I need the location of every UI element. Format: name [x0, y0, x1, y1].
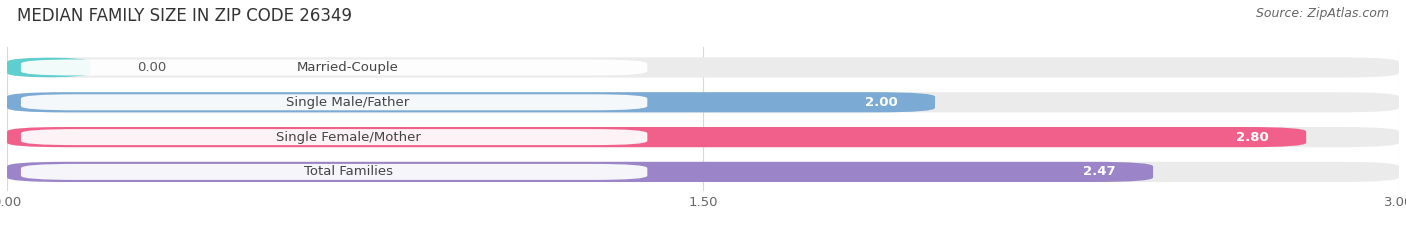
Text: 2.00: 2.00: [865, 96, 898, 109]
Text: 0.00: 0.00: [136, 61, 166, 74]
Text: 2.80: 2.80: [1236, 131, 1270, 144]
Text: 2.47: 2.47: [1083, 165, 1116, 178]
FancyBboxPatch shape: [7, 92, 935, 112]
FancyBboxPatch shape: [21, 129, 647, 145]
FancyBboxPatch shape: [7, 127, 1306, 147]
FancyBboxPatch shape: [21, 164, 647, 180]
Text: Single Male/Father: Single Male/Father: [287, 96, 409, 109]
FancyBboxPatch shape: [7, 57, 1399, 78]
FancyBboxPatch shape: [21, 59, 647, 75]
FancyBboxPatch shape: [7, 162, 1153, 182]
FancyBboxPatch shape: [21, 94, 647, 110]
FancyBboxPatch shape: [7, 92, 1399, 112]
FancyBboxPatch shape: [7, 162, 1399, 182]
Text: Married-Couple: Married-Couple: [297, 61, 399, 74]
FancyBboxPatch shape: [7, 127, 1399, 147]
Text: MEDIAN FAMILY SIZE IN ZIP CODE 26349: MEDIAN FAMILY SIZE IN ZIP CODE 26349: [17, 7, 352, 25]
Text: Source: ZipAtlas.com: Source: ZipAtlas.com: [1256, 7, 1389, 20]
Text: Total Families: Total Families: [304, 165, 392, 178]
Text: Single Female/Mother: Single Female/Mother: [276, 131, 420, 144]
FancyBboxPatch shape: [7, 57, 90, 78]
